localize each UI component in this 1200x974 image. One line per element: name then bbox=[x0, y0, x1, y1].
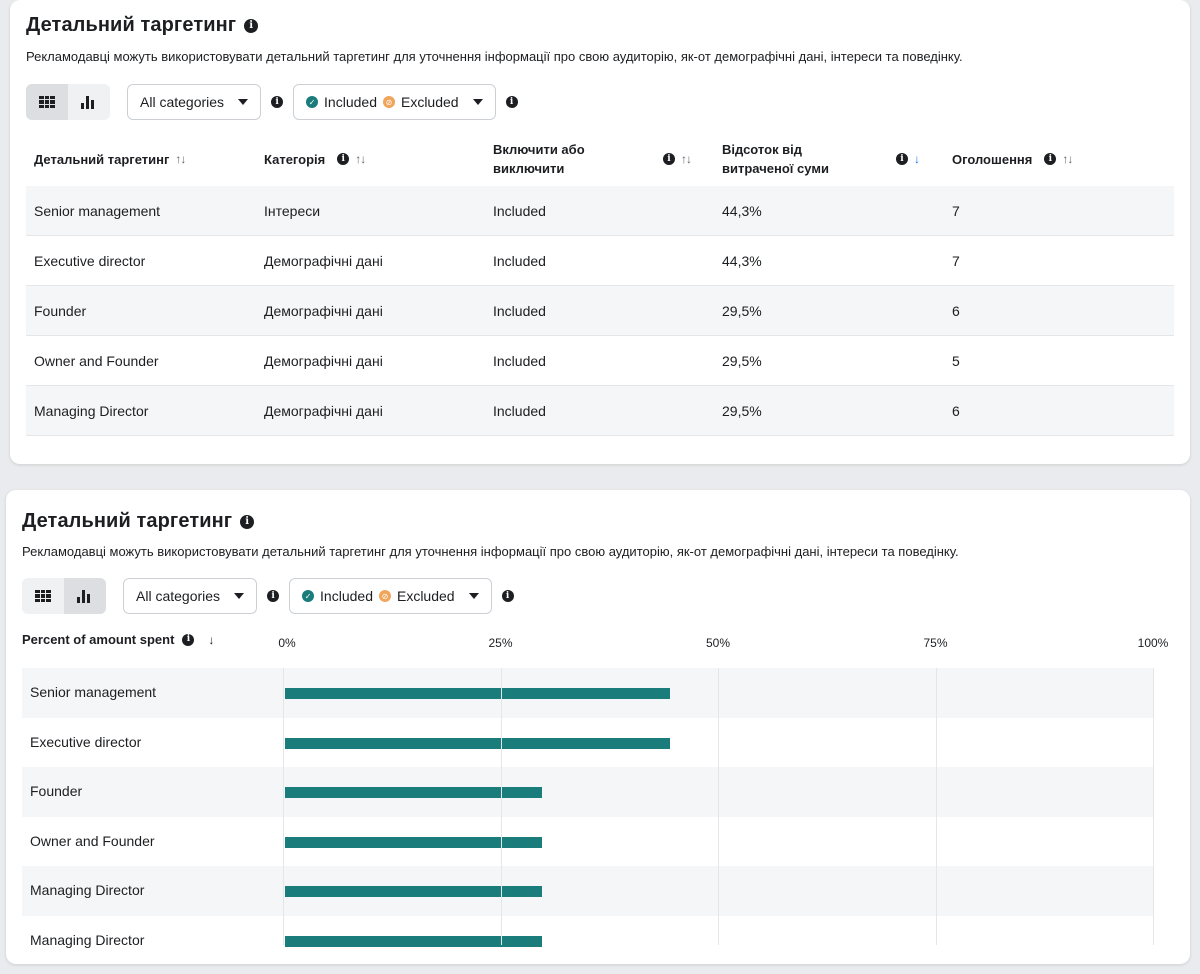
gridline bbox=[500, 668, 502, 945]
table-view-button[interactable] bbox=[26, 84, 68, 120]
chart-axis-header[interactable]: Percent of amount spent i ↓ bbox=[22, 632, 214, 647]
gridline bbox=[935, 668, 937, 945]
include-exclude-dropdown[interactable]: ✓ Included ⊘ Excluded bbox=[293, 84, 496, 120]
section-description: Рекламодавці можуть використовувати дета… bbox=[26, 49, 963, 64]
x-tick-label: 50% bbox=[705, 636, 731, 650]
info-icon[interactable]: i bbox=[337, 153, 350, 165]
table-icon bbox=[35, 590, 51, 602]
filter-toolbar: All categories i ✓ Included ⊘ Excluded i bbox=[22, 578, 514, 614]
excluded-icon: ⊘ bbox=[378, 590, 391, 602]
chart-row[interactable]: Owner and Founder bbox=[22, 817, 1154, 867]
sort-icon[interactable]: ↑↓ bbox=[1062, 152, 1073, 166]
check-icon: ✓ bbox=[302, 590, 315, 602]
section-title: Детальний таргетинг i bbox=[26, 14, 259, 37]
section-description: Рекламодавці можуть використовувати дета… bbox=[22, 544, 959, 559]
bar-label: Owner and Founder bbox=[30, 832, 155, 849]
chart-row[interactable]: Senior management bbox=[22, 668, 1154, 718]
chart-rows: Senior management Executive director Found… bbox=[22, 668, 1154, 965]
x-tick-label: 100% bbox=[1137, 636, 1169, 650]
category-dropdown[interactable]: All categories bbox=[123, 578, 258, 614]
column-header-percent-spent[interactable]: Відсоток від витраченої суми i ↓ bbox=[722, 142, 920, 176]
column-header-ads[interactable]: Оголошення i ↑↓ bbox=[952, 151, 1073, 167]
excluded-icon: ⊘ bbox=[382, 96, 395, 108]
bar-chart-icon bbox=[77, 589, 93, 603]
targeting-table: Детальний таргетинг ↑↓ Категорія i ↑↓ Вк… bbox=[26, 132, 1174, 436]
bar[interactable] bbox=[285, 737, 671, 749]
info-icon[interactable]: i bbox=[896, 153, 908, 165]
column-header-category[interactable]: Категорія i ↑↓ bbox=[264, 151, 366, 167]
bar[interactable] bbox=[285, 935, 542, 947]
chart-row[interactable]: Executive director bbox=[22, 718, 1154, 768]
sort-icon[interactable]: ↑↓ bbox=[355, 152, 366, 166]
table-row: Owner and Founder Демографічні дані Incl… bbox=[26, 336, 1174, 386]
info-icon[interactable]: i bbox=[182, 633, 195, 646]
table-row: Founder Демографічні дані Included 29,5%… bbox=[26, 286, 1174, 336]
info-icon[interactable]: i bbox=[663, 153, 675, 165]
column-header-targeting[interactable]: Детальний таргетинг ↑↓ bbox=[34, 151, 186, 167]
info-icon[interactable]: i bbox=[271, 96, 284, 108]
detailed-targeting-table-card: Детальний таргетинг i Рекламодавці можут… bbox=[10, 0, 1190, 464]
chart-row[interactable]: Founder bbox=[22, 767, 1154, 817]
bar[interactable] bbox=[285, 688, 671, 699]
table-icon bbox=[39, 96, 55, 108]
chart-view-button[interactable] bbox=[64, 578, 106, 614]
info-icon[interactable]: i bbox=[501, 590, 514, 602]
x-tick-label: 75% bbox=[923, 636, 948, 650]
gridline bbox=[718, 668, 719, 945]
chart-row[interactable]: Managing Director bbox=[22, 866, 1154, 916]
table-row: Executive director Демографічні дані Inc… bbox=[26, 236, 1174, 286]
sort-descending-icon[interactable]: ↓ bbox=[208, 632, 214, 647]
view-toggle bbox=[22, 578, 106, 614]
bar-chart-icon bbox=[81, 95, 97, 109]
bar-label: Senior management bbox=[30, 684, 157, 700]
info-icon[interactable]: i bbox=[267, 590, 280, 602]
column-header-include-exclude[interactable]: Включити або виключити i ↑↓ bbox=[493, 142, 692, 176]
category-dropdown[interactable]: All categories bbox=[127, 84, 262, 120]
x-tick-label: 0% bbox=[278, 636, 296, 650]
include-exclude-dropdown[interactable]: ✓ Included ⊘ Excluded bbox=[289, 578, 492, 614]
chart-row[interactable]: Managing Director bbox=[22, 916, 1154, 966]
bar-label: Managing Director bbox=[30, 931, 145, 948]
chart-view-button[interactable] bbox=[68, 84, 110, 120]
x-tick-label: 25% bbox=[488, 636, 513, 650]
info-icon[interactable]: i bbox=[505, 96, 518, 108]
bar-label: Managing Director bbox=[30, 882, 145, 898]
table-view-button[interactable] bbox=[22, 578, 64, 614]
chevron-down-icon bbox=[468, 593, 479, 599]
gridline bbox=[283, 668, 284, 945]
bar-label: Founder bbox=[30, 783, 83, 799]
chevron-down-icon bbox=[238, 99, 249, 105]
info-icon[interactable]: i bbox=[1044, 153, 1057, 165]
bar[interactable] bbox=[285, 836, 542, 848]
check-icon: ✓ bbox=[306, 96, 319, 108]
filter-toolbar: All categories i ✓ Included ⊘ Excluded i bbox=[26, 84, 518, 120]
gridline bbox=[1153, 668, 1154, 945]
sort-icon[interactable]: ↑↓ bbox=[175, 152, 186, 166]
table-header: Детальний таргетинг ↑↓ Категорія i ↑↓ Вк… bbox=[26, 132, 1174, 186]
sort-icon[interactable]: ↑↓ bbox=[681, 152, 692, 166]
sort-descending-icon[interactable]: ↓ bbox=[914, 152, 920, 166]
section-title: Детальний таргетинг i bbox=[22, 510, 255, 533]
info-icon[interactable]: i bbox=[244, 18, 259, 33]
bar[interactable] bbox=[285, 787, 542, 798]
table-row: Managing Director Демографічні дані Incl… bbox=[26, 386, 1174, 436]
view-toggle bbox=[26, 84, 110, 120]
bar[interactable] bbox=[285, 886, 542, 897]
chevron-down-icon bbox=[472, 99, 483, 105]
detailed-targeting-chart-card: Детальний таргетинг i Рекламодавці можут… bbox=[6, 490, 1190, 964]
info-icon[interactable]: i bbox=[240, 514, 255, 529]
bar-label: Executive director bbox=[30, 733, 142, 750]
chevron-down-icon bbox=[234, 593, 245, 599]
table-row: Senior management Інтереси Included 44,3… bbox=[26, 186, 1174, 236]
